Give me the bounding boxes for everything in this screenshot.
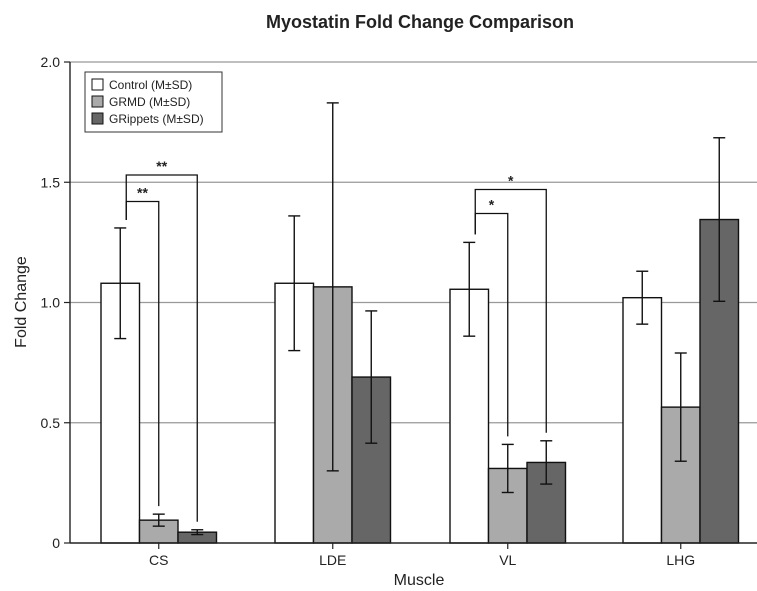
- significance-label: **: [137, 184, 148, 200]
- legend-swatch: [91, 112, 104, 125]
- legend-swatch: [91, 78, 104, 91]
- y-axis-label: Fold Change: [13, 256, 30, 348]
- y-tick-label: 1.0: [41, 295, 61, 311]
- tick-labels: 0 0.5 1.0 1.5 2.0 CS LDE VL LHG: [41, 54, 696, 568]
- x-tick-label: LDE: [319, 552, 346, 568]
- x-tick-label: LHG: [666, 552, 695, 568]
- y-tick-label: 0: [52, 535, 60, 551]
- x-tick-label: CS: [149, 552, 168, 568]
- legend: Control (M±SD) GRMD (M±SD) GRippets (M±SD): [84, 71, 223, 133]
- significance-label: **: [156, 158, 167, 174]
- chart-title: Myostatin Fold Change Comparison: [266, 12, 574, 32]
- significance-label: *: [489, 197, 495, 213]
- legend-swatch: [91, 95, 104, 108]
- error-bars: [114, 102, 726, 536]
- significance-bracket: [474, 188, 547, 433]
- significance-bracket: [125, 174, 198, 522]
- legend-label: GRMD (M±SD): [109, 95, 190, 109]
- axes: [64, 61, 757, 549]
- legend-label: Control (M±SD): [109, 78, 192, 92]
- bar: [622, 296, 663, 544]
- significance-label: *: [508, 172, 514, 188]
- y-tick-label: 2.0: [41, 54, 61, 70]
- legend-box: [84, 71, 223, 133]
- significance-brackets: ******: [125, 158, 547, 522]
- legend-label: GRippets (M±SD): [109, 112, 204, 126]
- x-axis-label: Muscle: [394, 572, 445, 589]
- y-tick-label: 1.5: [41, 174, 61, 190]
- y-tick-label: 0.5: [41, 415, 61, 431]
- x-tick-label: VL: [499, 552, 516, 568]
